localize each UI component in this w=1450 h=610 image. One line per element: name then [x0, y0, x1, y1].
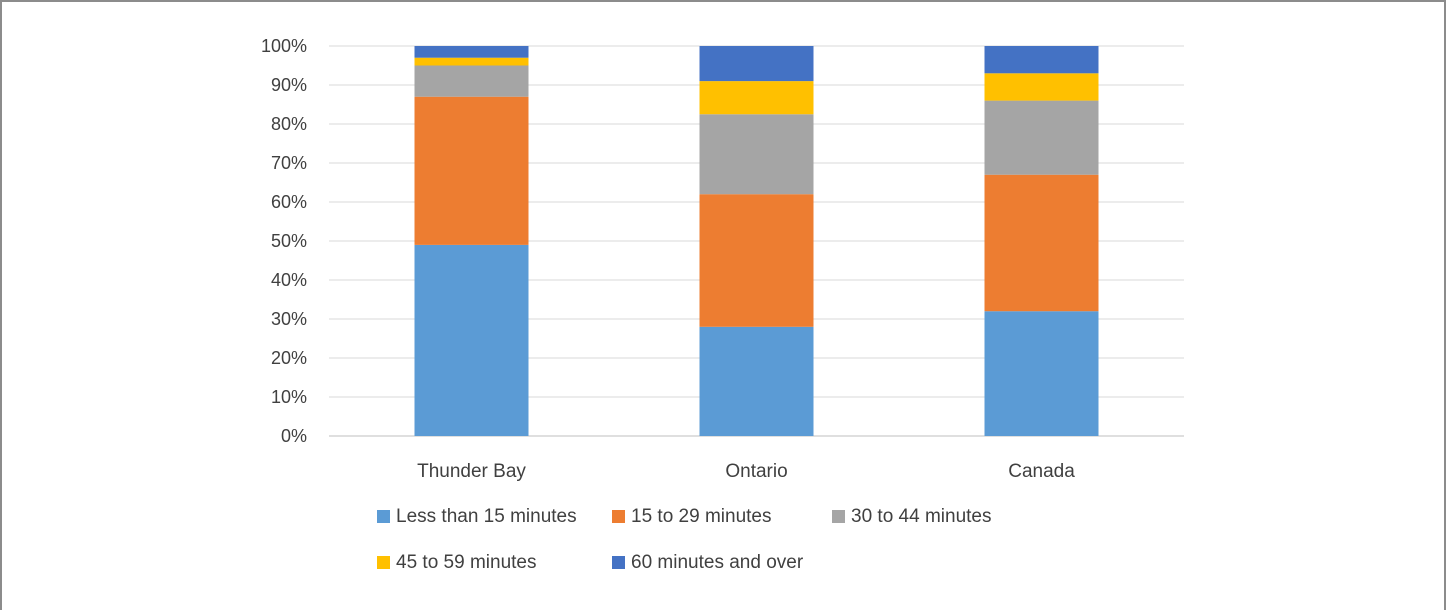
bar-segment: [699, 46, 814, 82]
y-tick-label: 100%: [261, 36, 307, 56]
bar-segment: [984, 46, 1099, 74]
bars: [414, 46, 1099, 436]
legend-swatch: [612, 510, 625, 523]
bar-segment: [984, 174, 1099, 312]
legend: Less than 15 minutes 15 to 29 minutes 30 t…: [377, 506, 991, 573]
bar-segment: [699, 114, 814, 195]
legend-label: 60 minutes and over: [631, 552, 804, 573]
y-tick-label: 30%: [271, 309, 307, 329]
y-tick-label: 80%: [271, 114, 307, 134]
y-tick-label: 70%: [271, 153, 307, 173]
bar-segment: [699, 194, 814, 327]
x-category-label: Thunder Bay: [417, 461, 526, 482]
legend-label: Less than 15 minutes: [396, 506, 577, 527]
bar-segment: [414, 65, 529, 97]
y-tick-label: 90%: [271, 75, 307, 95]
legend-swatch: [612, 556, 625, 569]
legend-swatch: [832, 510, 845, 523]
bar-segment: [699, 326, 814, 436]
bar-segment: [699, 81, 814, 115]
bar-segment: [414, 46, 529, 58]
legend-label: 45 to 59 minutes: [396, 552, 536, 573]
legend-label: 30 to 44 minutes: [851, 506, 991, 527]
bar-segment: [984, 73, 1099, 101]
y-tick-label: 60%: [271, 192, 307, 212]
legend-label: 15 to 29 minutes: [631, 506, 771, 527]
bar-segment: [414, 244, 529, 436]
bar-segment: [414, 57, 529, 66]
y-tick-label: 40%: [271, 270, 307, 290]
y-tick-label: 50%: [271, 231, 307, 251]
bar-segment: [984, 100, 1099, 175]
y-tick-label: 0%: [281, 426, 307, 446]
y-axis-tick-labels: 0% 10% 20% 30% 40% 50% 60% 70% 80% 90% 100%: [261, 36, 307, 446]
legend-swatch: [377, 556, 390, 569]
bar-segment: [984, 311, 1099, 436]
x-axis-category-labels: Thunder Bay Ontario Canada: [417, 461, 1075, 482]
legend-swatch: [377, 510, 390, 523]
x-category-label: Canada: [1008, 461, 1075, 482]
x-category-label: Ontario: [725, 461, 787, 482]
bar-segment: [414, 96, 529, 245]
y-tick-label: 10%: [271, 387, 307, 407]
y-tick-label: 20%: [271, 348, 307, 368]
